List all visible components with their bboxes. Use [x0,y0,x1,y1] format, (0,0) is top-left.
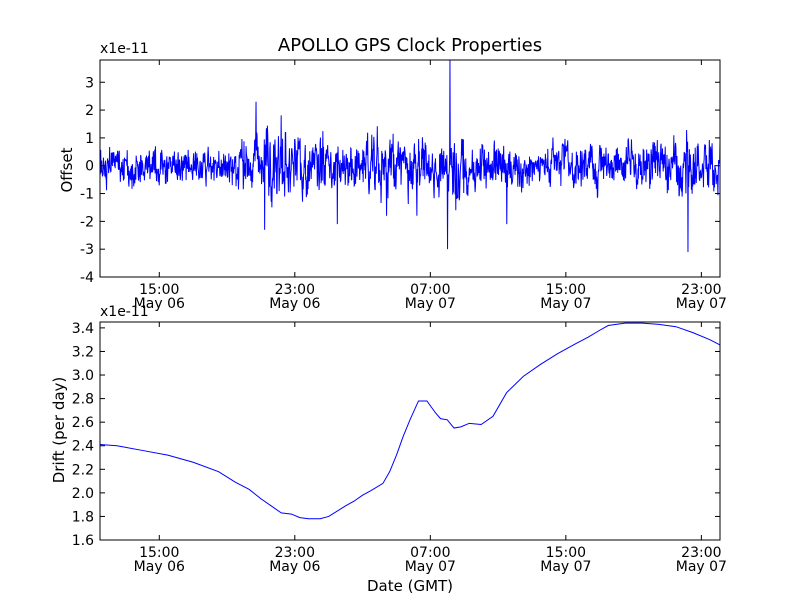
x-tick-time-label: 15:00 [546,545,586,561]
x-tick-date-label: May 07 [540,296,591,312]
y-tick-label: -1 [80,187,94,203]
x-tick-date-label: May 06 [134,559,185,575]
x-tick-time-label: 15:00 [546,282,586,298]
y-tick-label: 3.2 [72,344,94,360]
y-tick-label: 2.0 [72,486,94,502]
y-tick-label: 3.4 [72,321,94,337]
offset-y-axis-label: Offset [58,147,76,192]
x-tick-date-label: May 07 [405,296,456,312]
y-tick-label: -4 [80,270,94,286]
offset-series-line [100,60,720,252]
y-tick-label: 3 [85,75,94,91]
x-tick-date-label: May 06 [269,559,320,575]
x-tick-time-label: 07:00 [410,282,450,298]
chart-title: APOLLO GPS Clock Properties [278,35,542,56]
x-tick-time-label: 07:00 [410,545,450,561]
y-tick-label: 1 [85,131,94,147]
y-tick-label: 2.4 [72,439,94,455]
offset-scale-label: x1e-11 [100,41,149,57]
y-tick-label: 2 [85,103,94,119]
y-tick-label: 1.8 [72,509,94,525]
x-tick-date-label: May 07 [540,559,591,575]
y-tick-label: -3 [80,242,94,258]
y-tick-label: 2.6 [72,415,94,431]
x-tick-time-label: 23:00 [681,545,721,561]
x-tick-date-label: May 07 [405,559,456,575]
x-tick-date-label: May 06 [269,296,320,312]
offset-panel-frame [99,59,721,278]
drift-series-line [100,322,720,520]
drift-panel: x1e-11 Drift (per day) Date (GMT) 1.6 1.8… [50,304,727,595]
y-tick-label: 0 [85,159,94,175]
x-tick-date-label: May 07 [676,296,727,312]
drift-y-axis-label: Drift (per day) [50,377,68,484]
x-tick-time-label: 15:00 [139,282,179,298]
x-tick-time-label: 23:00 [681,282,721,298]
drift-scale-label: x1e-11 [100,304,149,320]
y-tick-label: 3.0 [72,368,94,384]
x-tick-time-label: 23:00 [275,545,315,561]
y-tick-label: 1.6 [72,533,94,549]
y-tick-label: 2.2 [72,462,94,478]
x-tick-date-label: May 06 [134,296,185,312]
y-tick-label: -2 [80,214,94,230]
x-tick-time-label: 15:00 [139,545,179,561]
x-tick-time-label: 23:00 [275,282,315,298]
drift-panel-frame [99,321,721,541]
x-axis-label: Date (GMT) [367,577,453,595]
y-tick-label: 2.8 [72,392,94,408]
x-tick-date-label: May 07 [676,559,727,575]
